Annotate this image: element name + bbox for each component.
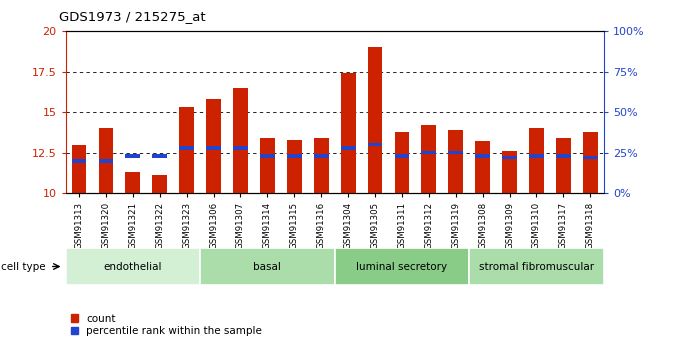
Bar (469, 248, 604, 285)
Text: cell type: cell type (1, 262, 46, 272)
Bar (475, 141, 490, 193)
Bar (341, 146, 355, 150)
Bar (583, 131, 598, 193)
Bar (529, 154, 544, 158)
Bar (260, 154, 275, 158)
Bar (206, 146, 221, 150)
Bar (475, 154, 490, 158)
Text: basal: basal (253, 262, 282, 272)
Bar (260, 138, 275, 193)
Bar (99, 128, 113, 193)
Bar (502, 156, 517, 159)
Bar (200, 248, 335, 285)
Bar (152, 154, 167, 158)
Bar (341, 73, 355, 193)
Bar (233, 146, 248, 150)
Bar (368, 47, 382, 193)
Text: GDS1973 / 215275_at: GDS1973 / 215275_at (59, 10, 206, 23)
Bar (233, 88, 248, 193)
Bar (99, 159, 113, 162)
Bar (126, 172, 140, 193)
Bar (395, 154, 409, 158)
Bar (368, 143, 382, 146)
Bar (502, 151, 517, 193)
Bar (179, 107, 194, 193)
Bar (287, 140, 302, 193)
Bar (448, 130, 463, 193)
Bar (179, 146, 194, 150)
Legend: count, percentile rank within the sample: count, percentile rank within the sample (71, 314, 262, 336)
Bar (314, 138, 328, 193)
Bar (395, 131, 409, 193)
Bar (422, 125, 436, 193)
Bar (314, 154, 328, 158)
Text: stromal fibromuscular: stromal fibromuscular (479, 262, 594, 272)
Bar (583, 156, 598, 159)
Bar (556, 138, 571, 193)
Text: endothelial: endothelial (104, 262, 162, 272)
Bar (66, 248, 200, 285)
Bar (72, 159, 86, 162)
Bar (126, 154, 140, 158)
Bar (72, 145, 86, 193)
Bar (556, 154, 571, 158)
Bar (287, 154, 302, 158)
Bar (152, 175, 167, 193)
Bar (206, 99, 221, 193)
Text: luminal secretory: luminal secretory (356, 262, 448, 272)
Bar (335, 248, 469, 285)
Bar (448, 151, 463, 155)
Bar (529, 128, 544, 193)
Bar (422, 151, 436, 155)
